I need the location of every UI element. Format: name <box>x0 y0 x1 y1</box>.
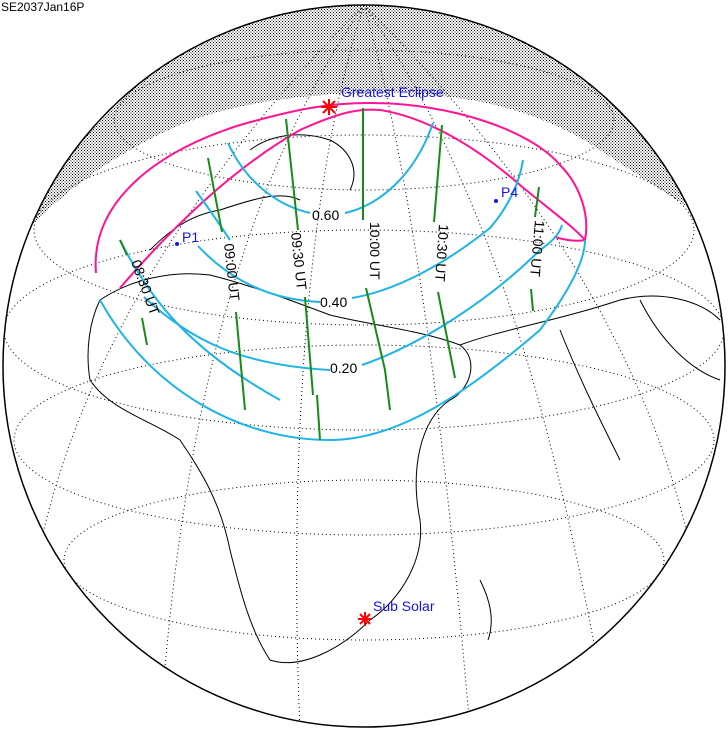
night-region <box>3 5 725 260</box>
magnitude-curves <box>99 122 586 442</box>
greatest-eclipse-marker <box>321 99 337 115</box>
greatest-eclipse-label: Greatest Eclipse <box>341 84 444 100</box>
sub-solar-marker <box>358 612 372 626</box>
p4-label: P4 <box>501 184 518 200</box>
magnitude-label: 0.60 <box>312 207 339 223</box>
map-title: SE2037Jan16P <box>1 0 85 14</box>
p1-point <box>175 242 179 246</box>
time-label: 08:30 UT <box>128 258 163 318</box>
magnitude-labels: 0.60 0.40 0.20 <box>312 207 357 376</box>
sub-solar-label: Sub Solar <box>373 598 435 614</box>
coastlines <box>87 134 721 664</box>
p1-label: P1 <box>182 229 199 245</box>
time-label: 10:30 UT <box>432 224 452 283</box>
globe-outline <box>2 4 726 728</box>
time-label: 10:00 UT <box>367 222 383 280</box>
magnitude-label: 0.20 <box>330 360 357 376</box>
time-label: 11:00 UT <box>527 220 548 278</box>
time-lines <box>119 108 540 441</box>
penumbra-limits <box>94 101 588 289</box>
time-label: 09:30 UT <box>288 232 310 291</box>
p4-point <box>494 199 498 203</box>
magnitude-label: 0.40 <box>320 294 347 310</box>
time-label: 09:00 UT <box>221 243 243 302</box>
